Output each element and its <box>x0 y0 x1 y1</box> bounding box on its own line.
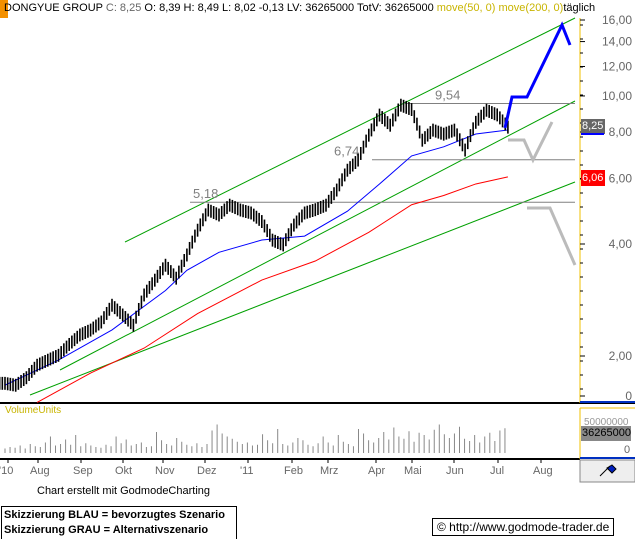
x-tick-label: Nov <box>155 465 175 477</box>
scenario-blue-sketch <box>503 21 572 129</box>
trend-channel <box>29 17 576 396</box>
x-tick-label: Aug <box>30 465 50 477</box>
level-label: 5,18 <box>193 186 218 201</box>
horizontal-levels: 9,54 6,74 5,18 <box>190 88 575 203</box>
y-tick-label: 0 <box>625 389 632 403</box>
channel-middle-line <box>59 100 576 371</box>
volume-label: VolumeUnits <box>5 405 62 416</box>
instrument-name: DONGYUE GROUP <box>4 2 103 14</box>
x-tick-label: '10 <box>0 465 13 477</box>
close-value: C: 8,25 <box>105 2 142 14</box>
x-tick-label: Feb <box>284 465 303 477</box>
y-tick-label: 4,00 <box>609 237 633 251</box>
level-label: 9,54 <box>435 88 460 103</box>
scenario-gray-sketch-1 <box>508 121 554 164</box>
ohlc-values: O: 8,39 H: 8,49 L: 8,02 -0,13 LV: 362650… <box>144 2 434 14</box>
level-label: 6,74 <box>334 144 359 159</box>
scenario-gray-sketch-2 <box>527 206 577 266</box>
legend-blue: Skizzierung BLAU = bevorzugtes Szenario <box>4 509 225 521</box>
x-tick-label: Mrz <box>320 465 338 477</box>
ma50-legend[interactable]: move(50, 0) <box>436 2 496 14</box>
ma200-badge: 6,06 <box>582 172 604 184</box>
chart-header: DONGYUE GROUP C: 8,25 O: 8,39 H: 8,49 L:… <box>4 2 595 14</box>
y-tick-label: 16,00 <box>602 13 632 27</box>
last-price-badge: 8,25 <box>582 120 604 132</box>
last-price-badge-background <box>581 119 605 134</box>
x-tick-label: Mai <box>404 465 422 477</box>
legend-gray: Skizzierung GRAU = Alternativszenario <box>4 524 209 536</box>
ma50-line <box>4 129 508 386</box>
x-tick-label: Okt <box>115 465 132 477</box>
y-tick-label: 8,00 <box>609 125 633 139</box>
time-axis-ticks: '10 Aug Sep Okt Nov Dez '11 Feb Mrz Apr Mai Jun Jul A… <box>0 459 553 477</box>
ma200-legend[interactable]: move(200, 0) <box>498 2 564 14</box>
y-tick-label: 10,00 <box>602 89 632 103</box>
channel-upper-line <box>124 17 576 243</box>
header-marker <box>0 0 8 18</box>
scenario-legend: Skizzierung BLAU = bevorzugtes Szenario S… <box>1 506 237 539</box>
copyright-link[interactable]: © http://www.godmode-trader.de <box>432 518 615 536</box>
ma200-badge-background <box>581 170 605 186</box>
x-tick-label: Jul <box>490 465 504 477</box>
volume-last-badge: 36265000 <box>582 427 631 439</box>
x-tick-label: Aug <box>533 465 553 477</box>
y-tick-label: 2,00 <box>609 349 633 363</box>
volume-badge-background <box>581 426 631 441</box>
x-tick-label: Apr <box>368 465 385 477</box>
y-tick-label: 12,00 <box>602 59 632 73</box>
x-tick-label: Sep <box>73 465 93 477</box>
x-tick-label: Dez <box>197 465 217 477</box>
y-tick-label: 14,00 <box>602 35 632 49</box>
price-axis-ticks: 16,00 14,00 12,00 10,00 8,00 6,00 4,00 2,00 0 <box>580 13 632 403</box>
price-bars <box>0 98 509 392</box>
pen-icon <box>599 464 617 477</box>
x-tick-label: Jun <box>446 465 464 477</box>
volume-zero-label: 0 <box>624 444 631 456</box>
y-tick-label: 6,00 <box>609 171 633 185</box>
chart-credit: Chart erstellt mit GodmodeCharting <box>37 485 211 497</box>
x-tick-label: '11 <box>240 465 254 477</box>
draw-tool-button[interactable] <box>579 459 635 483</box>
volume-bars <box>4 424 506 453</box>
period-label[interactable]: täglich <box>563 2 596 14</box>
volume-max-label: 50000000 <box>584 417 629 425</box>
ma200-line <box>36 176 509 403</box>
